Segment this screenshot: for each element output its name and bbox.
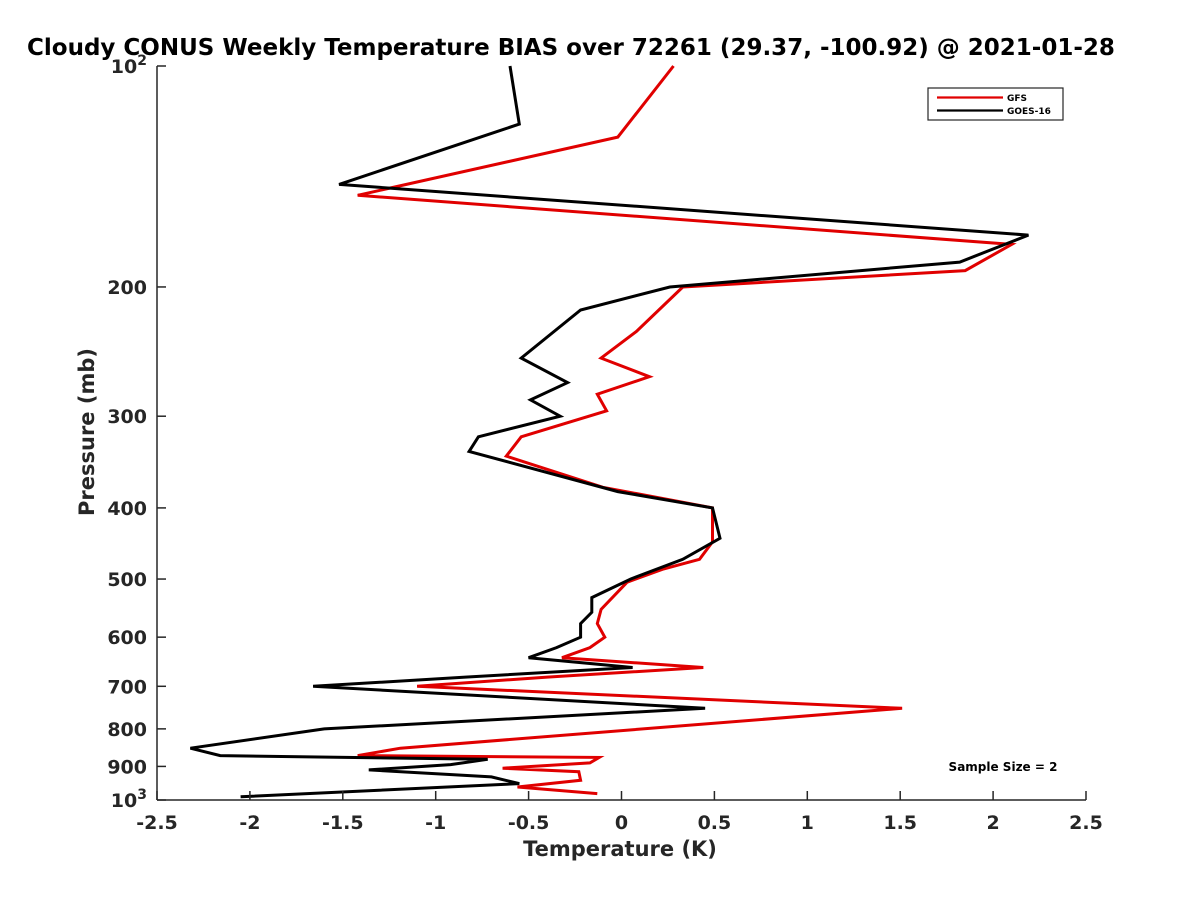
y-tick-label: 102 <box>111 53 147 78</box>
x-tick-label: -0.5 <box>508 812 550 834</box>
x-tick-label: -1 <box>425 812 446 834</box>
x-tick-label: -1.5 <box>322 812 364 834</box>
axes-layer: -2.5 -2 -1.5 -1 -0.5 0 0.5 1 1.5 2 2.5 102 200 300 400… <box>107 53 1103 834</box>
x-tick-label: 2 <box>986 812 999 834</box>
x-tick-label: 0 <box>615 812 628 834</box>
chart-title: Cloudy CONUS Weekly Temperature BIAS ove… <box>27 35 1115 61</box>
y-tick-label: 600 <box>107 627 147 649</box>
y-tick-label: 500 <box>107 569 147 591</box>
y-tick-label: 200 <box>107 277 147 299</box>
y-tick-label: 400 <box>107 498 147 520</box>
y-tick-label: 103 <box>111 787 147 812</box>
y-tick-label: 800 <box>107 719 147 741</box>
x-tick-label: 2.5 <box>1069 812 1103 834</box>
legend: GFS GOES-16 <box>927 87 1064 121</box>
legend-box <box>927 87 1064 121</box>
x-tick-label: 1.5 <box>883 812 917 834</box>
y-tick-label: 700 <box>107 676 147 698</box>
x-axis-label: Temperature (K) <box>523 837 717 861</box>
x-tick-label: 1 <box>801 812 814 834</box>
y-tick-label: 900 <box>107 756 147 778</box>
legend-label-gfs: GFS <box>1007 94 1027 104</box>
series-layer <box>190 65 1029 799</box>
y-axis-label: Pressure (mb) <box>75 348 99 516</box>
x-tick-label: -2 <box>239 812 260 834</box>
series-line-goes16 <box>190 65 1029 799</box>
x-tick-label: -2.5 <box>136 812 178 834</box>
sample-size-annotation: Sample Size = 2 <box>949 760 1058 774</box>
legend-label-goes16: GOES-16 <box>1007 107 1051 117</box>
x-tick-label: 0.5 <box>698 812 732 834</box>
y-tick-label: 300 <box>107 406 147 428</box>
